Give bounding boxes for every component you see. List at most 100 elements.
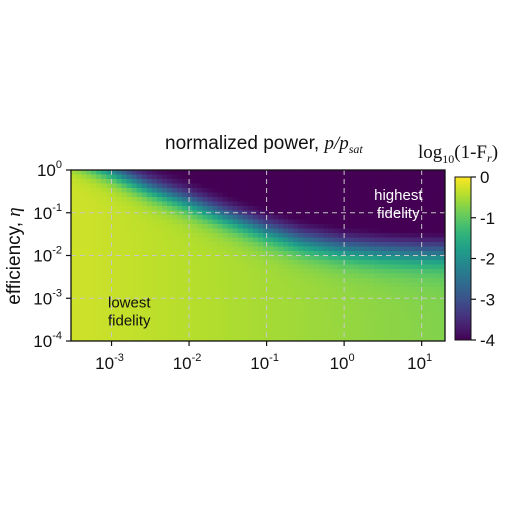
heatmap-cell — [207, 251, 214, 257]
heatmap-cell — [151, 282, 158, 288]
heatmap-cell — [354, 228, 360, 234]
heatmap-cell — [359, 282, 365, 288]
heatmap-cell — [227, 309, 234, 315]
heatmap-cell — [293, 264, 300, 270]
heatmap-cell — [359, 242, 365, 248]
heatmap-cell — [172, 300, 178, 306]
heatmap-cell — [202, 291, 209, 297]
heatmap-cell — [404, 318, 411, 324]
heatmap-cell — [263, 336, 269, 341]
heatmap-cell — [91, 201, 97, 207]
heatmap-cell — [399, 179, 406, 185]
heatmap-cell — [343, 309, 350, 315]
heatmap-cell — [409, 201, 416, 207]
heatmap-cell — [247, 300, 254, 306]
heatmap-cell — [91, 219, 97, 225]
heatmap-cell — [247, 228, 254, 234]
heatmap-cell — [414, 170, 421, 176]
heatmap-cell — [424, 314, 431, 320]
heatmap-cell — [232, 188, 239, 194]
heatmap-cell — [278, 179, 284, 185]
heatmap-cell — [404, 287, 411, 293]
heatmap-cell — [76, 264, 82, 270]
heatmap-cell — [424, 323, 431, 329]
heatmap-cell — [156, 323, 163, 329]
heatmap-cell — [258, 179, 264, 185]
heatmap-cell — [252, 318, 259, 324]
heatmap-cell — [338, 305, 345, 311]
heatmap-cell — [263, 332, 269, 338]
heatmap-cell — [288, 336, 294, 341]
heatmap-cell — [424, 201, 431, 207]
heatmap-cell — [192, 327, 198, 333]
heatmap-cell — [146, 287, 153, 293]
heatmap-cell — [116, 183, 123, 189]
heatmap-cell — [197, 183, 203, 189]
heatmap-cell — [369, 183, 375, 189]
heatmap-cell — [161, 255, 168, 261]
heatmap-cell — [298, 300, 305, 306]
heatmap-cell — [268, 179, 274, 185]
heatmap-cell — [242, 246, 249, 252]
heatmap-cell — [273, 323, 279, 329]
heatmap-cell — [151, 251, 158, 257]
heatmap-cell — [359, 318, 365, 324]
heatmap-cell — [348, 278, 355, 284]
heatmap-cell — [91, 242, 97, 248]
heatmap-cell — [283, 246, 289, 252]
heatmap-cell — [308, 282, 315, 288]
heatmap-cell — [247, 314, 254, 320]
heatmap-cell — [197, 309, 203, 315]
heatmap-cell — [268, 323, 274, 329]
heatmap-cell — [273, 255, 279, 261]
heatmap-cell — [182, 327, 188, 333]
heatmap-cell — [126, 215, 133, 221]
heatmap-cell — [354, 219, 360, 225]
heatmap-cell — [318, 174, 325, 180]
heatmap-cell — [227, 237, 234, 243]
heatmap-cell — [399, 255, 406, 261]
heatmap-cell — [338, 314, 345, 320]
heatmap-cell — [76, 251, 82, 257]
heatmap-cell — [308, 224, 315, 230]
heatmap-cell — [414, 332, 421, 338]
heatmap-cell — [252, 242, 259, 248]
heatmap-cell — [242, 314, 249, 320]
heatmap-cell — [187, 228, 193, 234]
heatmap-cell — [116, 237, 123, 243]
heatmap-cell — [404, 251, 411, 257]
heatmap-cell — [303, 237, 310, 243]
heatmap-cell — [126, 305, 133, 311]
heatmap-cell — [227, 278, 234, 284]
heatmap-cell — [111, 215, 118, 221]
heatmap-cell — [91, 309, 97, 315]
heatmap-cell — [111, 278, 118, 284]
heatmap-cell — [359, 188, 365, 194]
heatmap-cell — [273, 233, 279, 239]
heatmap-cell — [202, 246, 209, 252]
heatmap-cell — [424, 188, 431, 194]
heatmap-cell — [364, 278, 370, 284]
heatmap-cell — [263, 219, 269, 225]
heatmap-cell — [258, 255, 264, 261]
heatmap-cell — [212, 273, 219, 279]
heatmap-cell — [116, 332, 123, 338]
heatmap-cell — [212, 327, 219, 333]
heatmap-cell — [111, 224, 118, 230]
heatmap-cell — [318, 318, 325, 324]
heatmap-cell — [151, 219, 158, 225]
heatmap-cell — [106, 291, 113, 297]
heatmap-cell — [404, 332, 411, 338]
heatmap-cell — [177, 242, 183, 248]
heatmap-cell — [414, 323, 421, 329]
heatmap-cell — [167, 210, 173, 216]
heatmap-cell — [343, 174, 350, 180]
heatmap-cell — [106, 192, 113, 198]
heatmap-cell — [298, 183, 305, 189]
heatmap-cell — [76, 305, 82, 311]
heatmap-cell — [268, 332, 274, 338]
heatmap-cell — [217, 255, 224, 261]
heatmap-cell — [252, 332, 259, 338]
heatmap-cell — [86, 188, 92, 194]
heatmap-cell — [136, 255, 143, 261]
